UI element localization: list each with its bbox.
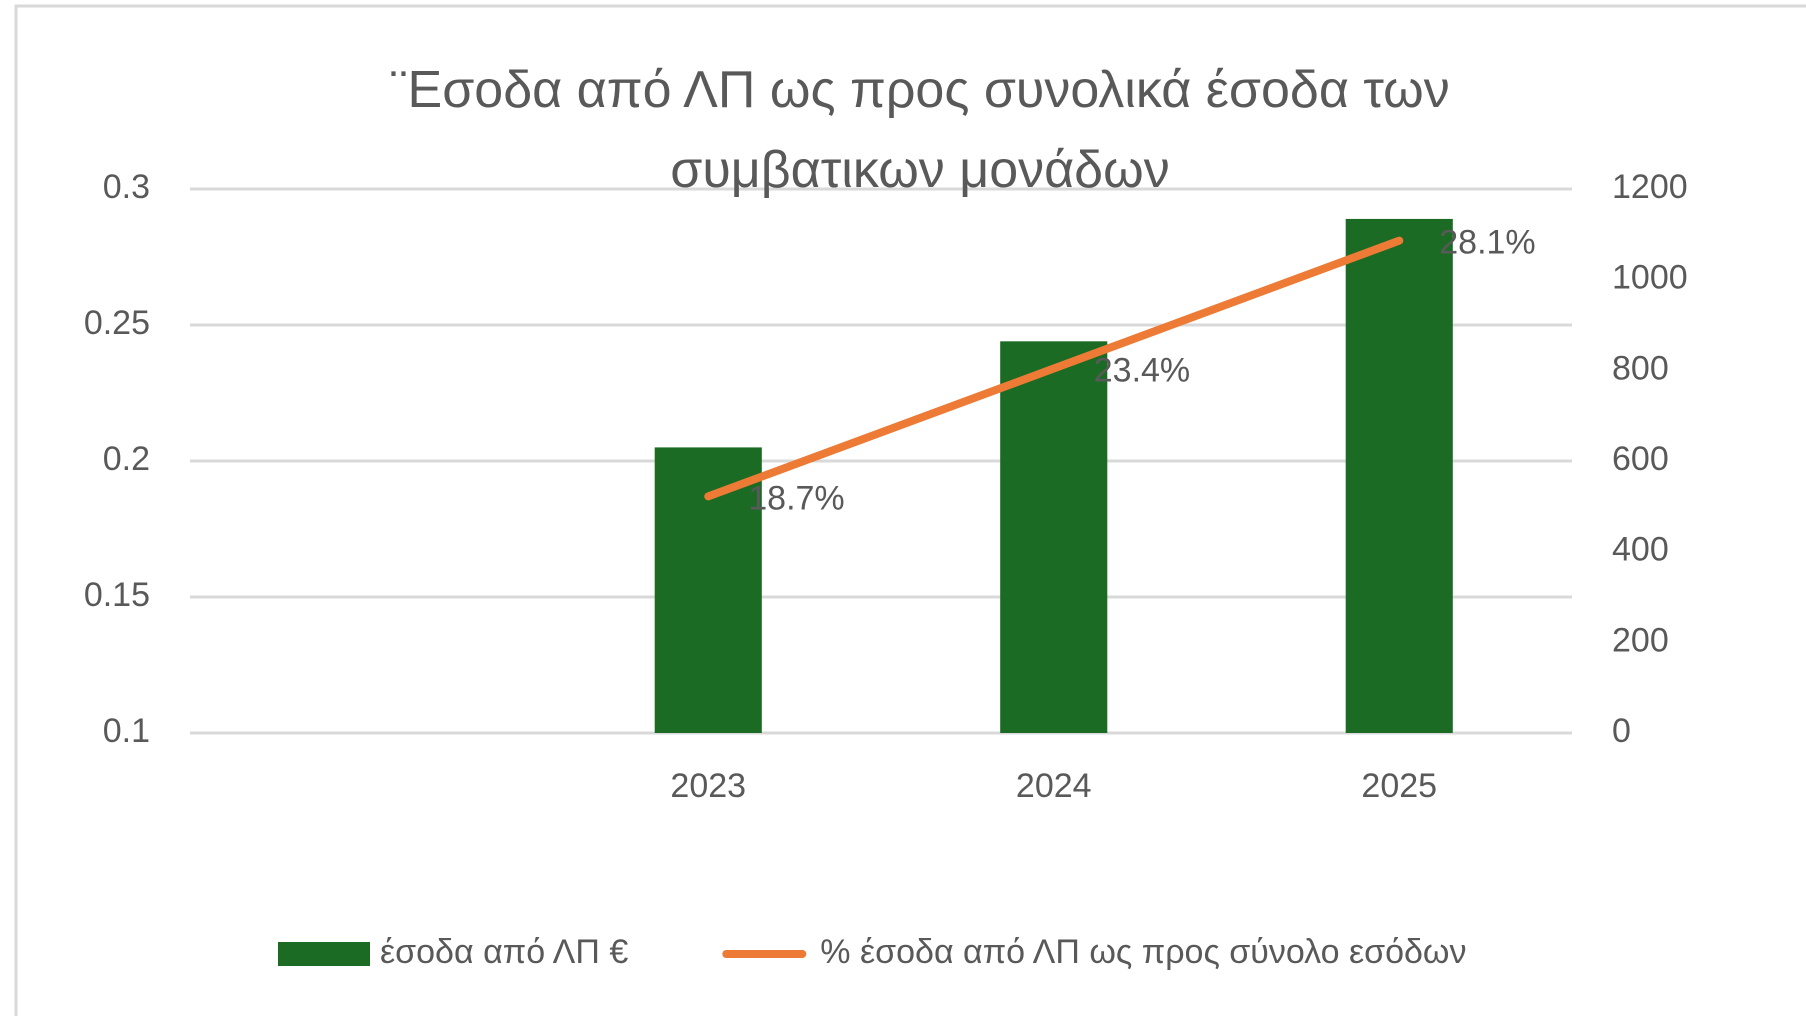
bar [1345, 218, 1453, 734]
data-label: 28.1% [1439, 224, 1535, 262]
data-label: 23.4% [1094, 352, 1190, 390]
y2-tick-label: 400 [1612, 531, 1669, 569]
legend-label: έσοδα από ΛΠ € [380, 933, 628, 971]
y-tick-label: 0.25 [84, 304, 150, 342]
bar [654, 447, 762, 733]
y-tick-label: 0.1 [103, 712, 150, 750]
y2-tick-label: 1200 [1612, 168, 1688, 206]
y-tick-label: 0.3 [103, 168, 150, 206]
y2-tick-label: 0 [1612, 712, 1631, 750]
y-tick-label: 0.15 [84, 576, 150, 614]
x-tick-label: 2023 [670, 767, 746, 805]
chart-title: ¨Εσοδα από ΛΠ ως προς συνολικά έσοδα των… [390, 61, 1450, 199]
legend-swatch [278, 942, 370, 966]
data-label: 18.7% [748, 479, 844, 517]
chart-frame [14, 4, 1806, 1016]
x-tick-label: 2024 [1016, 767, 1092, 805]
x-tick-label: 2025 [1361, 767, 1437, 805]
y-tick-label: 0.2 [103, 440, 150, 478]
y2-tick-label: 800 [1612, 349, 1669, 387]
y2-tick-label: 600 [1612, 440, 1669, 478]
y2-tick-label: 200 [1612, 621, 1669, 659]
legend-label: % έσοδα από ΛΠ ως προς σύνολο εσόδων [820, 933, 1466, 971]
line [704, 236, 1404, 501]
y2-tick-label: 1000 [1612, 259, 1688, 297]
bar [1000, 341, 1108, 733]
